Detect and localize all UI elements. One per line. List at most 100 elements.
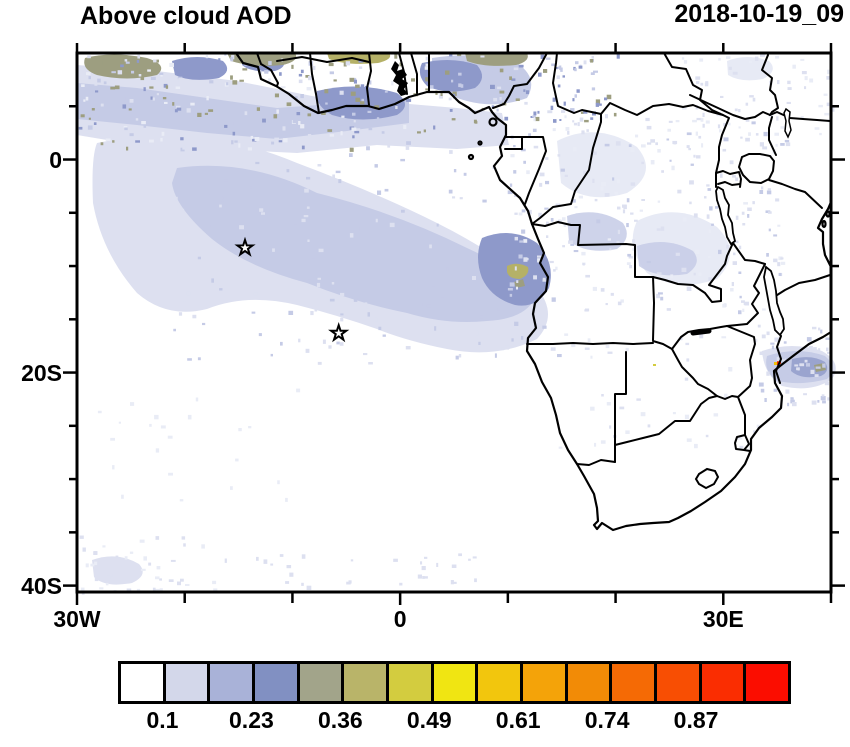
aod-speck — [545, 157, 549, 160]
aod-speck — [599, 103, 602, 106]
aod-speck — [515, 98, 520, 101]
aod-speck — [738, 310, 742, 315]
aod-speck — [584, 119, 589, 123]
aod-speck — [82, 547, 86, 552]
aod-speck — [535, 116, 540, 122]
aod-speck — [400, 158, 405, 162]
aod-speck — [626, 223, 629, 228]
aod-speck — [361, 98, 364, 103]
aod-speck — [85, 96, 89, 101]
aod-speck — [572, 98, 575, 102]
aod-speck — [689, 201, 692, 205]
aod-speck — [728, 66, 732, 70]
aod-speck — [148, 562, 152, 566]
aod-speck — [551, 63, 556, 67]
aod-speck — [595, 99, 601, 104]
aod-speck — [696, 117, 702, 121]
aod-speck — [824, 112, 830, 116]
aod-speck — [262, 118, 266, 123]
aod-speck — [308, 75, 313, 81]
aod-speck — [164, 101, 168, 104]
aod-speck — [301, 145, 305, 150]
aod-speck — [804, 76, 808, 81]
aod-speck — [186, 108, 191, 113]
aod-speck — [632, 248, 636, 251]
y-axis-tick-label: 40S — [21, 572, 62, 599]
aod-speck — [656, 272, 662, 275]
aod-speck — [564, 115, 567, 119]
aod-speck — [647, 424, 651, 428]
aod-speck — [521, 229, 526, 234]
aod-speck — [208, 194, 211, 199]
aod-speck — [583, 170, 586, 174]
aod-speck — [219, 288, 223, 291]
aod-speck — [110, 79, 115, 84]
aod-speck — [776, 116, 779, 121]
aod-speck — [634, 219, 638, 222]
aod-speck — [160, 137, 163, 142]
aod-speck — [647, 142, 652, 145]
aod-speck — [557, 154, 561, 157]
aod-speck — [759, 190, 764, 194]
aod-speck — [234, 140, 238, 143]
colorbar-cell — [433, 664, 479, 701]
aod-speck — [300, 124, 305, 129]
aod-speck — [373, 109, 376, 114]
aod-speck — [519, 240, 524, 243]
aod-speck — [115, 555, 119, 558]
colorbar-cell — [165, 664, 211, 701]
aod-speck — [152, 587, 156, 593]
aod-speck — [261, 212, 265, 215]
aod-speck — [645, 117, 650, 122]
aod-speck — [639, 209, 643, 212]
aod-speck — [707, 188, 712, 191]
aod-speck — [130, 402, 135, 406]
aod-speck — [646, 125, 652, 130]
aod-speck — [749, 60, 753, 64]
aod-speck — [384, 188, 389, 192]
aod-speck — [590, 117, 594, 120]
aod-speck — [205, 175, 210, 179]
aod-speck — [581, 130, 585, 135]
aod-speck — [800, 116, 804, 120]
aod-speck — [695, 131, 698, 136]
aod-speck — [739, 445, 744, 449]
aod-speck — [752, 201, 755, 205]
aod-speck — [501, 347, 505, 351]
aod-speck — [291, 64, 294, 69]
aod-speck — [499, 68, 504, 73]
aod-speck — [728, 367, 733, 372]
aod-speck — [539, 182, 543, 187]
aod-speck — [346, 581, 351, 585]
aod-speck — [685, 342, 690, 346]
aod-speck — [208, 109, 214, 112]
aod-speck — [149, 423, 152, 427]
aod-speck — [773, 258, 778, 263]
aod-speck — [514, 236, 518, 241]
aod-speck — [205, 224, 211, 228]
aod-speck — [317, 164, 322, 167]
aod-speck — [670, 274, 674, 279]
aod-speck — [423, 576, 428, 579]
aod-speck — [507, 190, 513, 195]
aod-speck — [168, 579, 174, 582]
aod-speck — [817, 400, 820, 403]
aod-speck — [767, 188, 771, 191]
aod-speck — [711, 223, 714, 226]
aod-speck — [508, 288, 513, 291]
aod-speck — [590, 355, 593, 359]
aod-speck — [564, 174, 568, 177]
aod-speck — [572, 199, 576, 203]
aod-speck — [301, 218, 306, 223]
aod-speck — [533, 111, 537, 116]
aod-speck — [787, 80, 791, 85]
aod-speck — [532, 128, 537, 132]
aod-speck — [155, 77, 160, 81]
aod-speck — [325, 102, 328, 105]
aod-speck — [516, 280, 519, 283]
colorbar-cell — [612, 664, 658, 701]
aod-speck — [546, 221, 549, 225]
aod-speck — [124, 556, 128, 560]
aod-speck — [340, 131, 343, 136]
aod-speck — [577, 122, 580, 127]
